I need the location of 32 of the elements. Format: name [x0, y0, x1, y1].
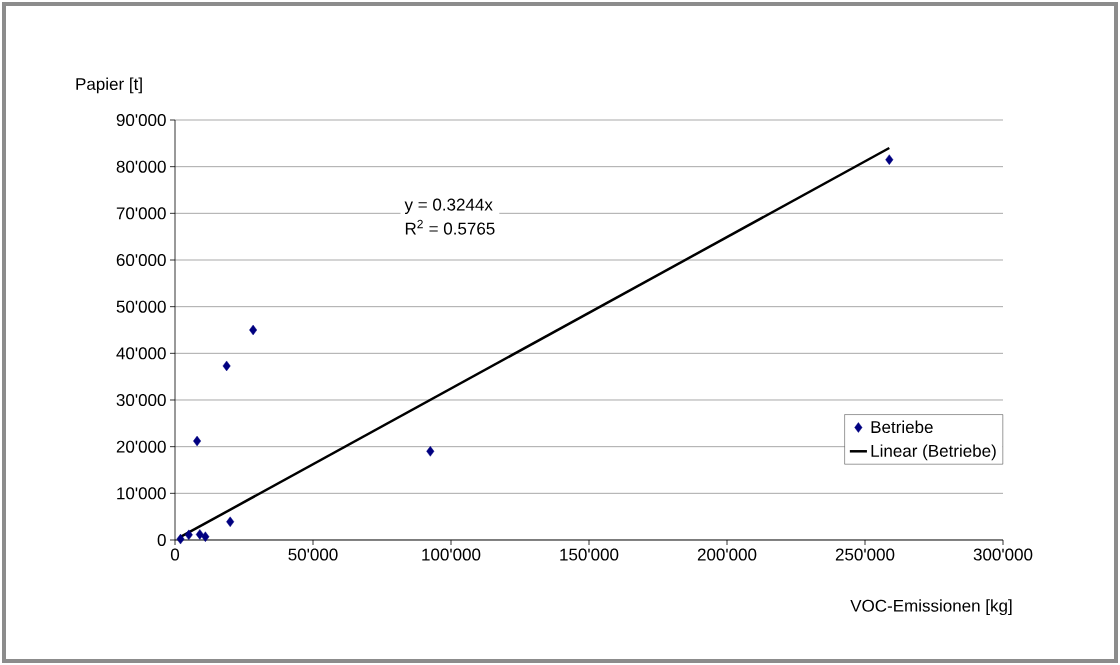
legend-label: Betriebe [871, 420, 933, 434]
y-tick-label: 0 [157, 533, 166, 547]
point [885, 154, 894, 165]
x-tick-label: 0 [170, 548, 180, 561]
annotation: R$^{2}$ = 0.5765 [405, 219, 495, 235]
point [193, 435, 202, 447]
y-tick-label: 60'000 [116, 253, 166, 267]
x-tick-label: 200'000 [697, 548, 757, 561]
y-tick-label: 20'000 [116, 440, 166, 453]
y-tick-label: 10'000 [117, 487, 166, 500]
y-tick-label: 40'000 [116, 347, 166, 360]
x-tick-label: 100'000 [422, 548, 481, 561]
legend-label: Linear (Betriebe) [871, 444, 996, 461]
point [249, 324, 258, 336]
x-tick-label: 50'000 [288, 548, 338, 561]
point [176, 533, 185, 545]
y-tick-label: 30'000 [116, 393, 166, 407]
y-tick-label: 50'000 [116, 300, 166, 313]
x-axis-title: VOC-Emissionen [kg] [850, 599, 1012, 616]
point [226, 516, 235, 527]
point [201, 531, 210, 542]
y-tick-label: 90'000 [116, 113, 166, 127]
y-tick-label: 80'000 [116, 160, 166, 173]
x-tick-label: 150'000 [560, 548, 619, 561]
y-tick-label: 70'000 [116, 207, 166, 220]
point [426, 446, 435, 457]
point [184, 529, 193, 541]
point [222, 360, 231, 372]
x-tick-label: 250'000 [835, 548, 895, 561]
y-axis-title: Papier [t] [76, 77, 142, 94]
x-tick-label: 300'000 [973, 548, 1033, 561]
annotation: y = 0.3244x [404, 198, 493, 214]
